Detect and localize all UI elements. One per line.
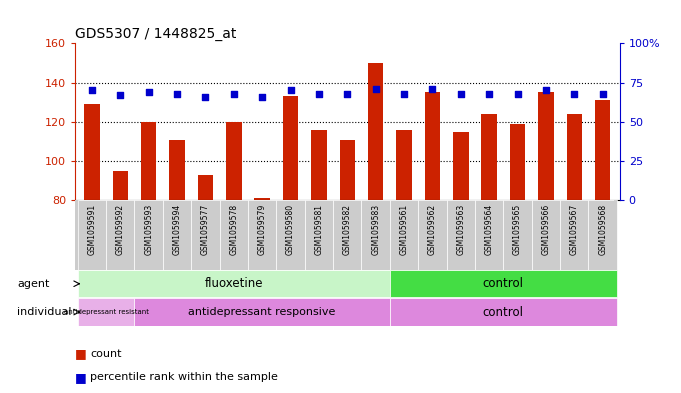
- Bar: [503, 200, 532, 270]
- Bar: [453, 132, 469, 200]
- Point: [257, 94, 268, 100]
- Bar: [141, 122, 157, 200]
- Bar: [390, 270, 617, 298]
- Bar: [163, 200, 191, 270]
- Text: control: control: [483, 277, 524, 290]
- Text: agent: agent: [17, 279, 50, 289]
- Text: GSM1059561: GSM1059561: [400, 204, 409, 255]
- Text: GSM1059578: GSM1059578: [229, 204, 238, 255]
- Bar: [106, 200, 134, 270]
- Bar: [283, 96, 298, 200]
- Point: [313, 90, 324, 97]
- Text: control: control: [483, 305, 524, 319]
- Bar: [447, 200, 475, 270]
- Bar: [84, 104, 99, 200]
- Bar: [134, 298, 390, 326]
- Bar: [567, 114, 582, 200]
- Bar: [78, 200, 106, 270]
- Point: [512, 90, 523, 97]
- Text: individual: individual: [17, 307, 72, 317]
- Text: antidepressant resistant: antidepressant resistant: [63, 309, 148, 315]
- Text: antidepressant responsive: antidepressant responsive: [189, 307, 336, 317]
- Point: [115, 92, 126, 98]
- Bar: [78, 270, 390, 298]
- Bar: [219, 200, 248, 270]
- Text: GSM1059579: GSM1059579: [257, 204, 267, 255]
- Text: GSM1059564: GSM1059564: [485, 204, 494, 255]
- Bar: [510, 124, 525, 200]
- Bar: [248, 200, 276, 270]
- Point: [398, 90, 409, 97]
- Point: [228, 90, 239, 97]
- Point: [200, 94, 211, 100]
- Text: ■: ■: [75, 347, 86, 360]
- Bar: [112, 171, 128, 200]
- Text: fluoxetine: fluoxetine: [204, 277, 263, 290]
- Bar: [276, 200, 304, 270]
- Text: GSM1059581: GSM1059581: [315, 204, 323, 255]
- Text: GSM1059577: GSM1059577: [201, 204, 210, 255]
- Text: GSM1059566: GSM1059566: [541, 204, 550, 255]
- Text: count: count: [90, 349, 121, 359]
- Point: [484, 90, 494, 97]
- Bar: [532, 200, 560, 270]
- Bar: [390, 200, 418, 270]
- Bar: [396, 130, 412, 200]
- Bar: [170, 140, 185, 200]
- Bar: [475, 200, 503, 270]
- Point: [143, 89, 154, 95]
- Text: GSM1059593: GSM1059593: [144, 204, 153, 255]
- Bar: [226, 122, 242, 200]
- Bar: [538, 92, 554, 200]
- Point: [285, 87, 296, 94]
- Bar: [390, 298, 617, 326]
- Bar: [255, 198, 270, 200]
- Text: GSM1059594: GSM1059594: [172, 204, 182, 255]
- Point: [597, 90, 608, 97]
- Bar: [425, 92, 440, 200]
- Bar: [481, 114, 497, 200]
- Point: [456, 90, 466, 97]
- Bar: [197, 175, 213, 200]
- Bar: [333, 200, 362, 270]
- Text: GSM1059583: GSM1059583: [371, 204, 380, 255]
- Bar: [304, 200, 333, 270]
- Text: GDS5307 / 1448825_at: GDS5307 / 1448825_at: [75, 27, 236, 41]
- Point: [172, 90, 183, 97]
- Point: [370, 86, 381, 92]
- Point: [541, 87, 552, 94]
- Text: GSM1059580: GSM1059580: [286, 204, 295, 255]
- Text: GSM1059568: GSM1059568: [598, 204, 607, 255]
- Bar: [134, 200, 163, 270]
- Point: [427, 86, 438, 92]
- Bar: [340, 140, 355, 200]
- Text: GSM1059567: GSM1059567: [570, 204, 579, 255]
- Text: GSM1059565: GSM1059565: [513, 204, 522, 255]
- Bar: [418, 200, 447, 270]
- Text: percentile rank within the sample: percentile rank within the sample: [90, 372, 278, 382]
- Point: [342, 90, 353, 97]
- Text: GSM1059562: GSM1059562: [428, 204, 437, 255]
- Bar: [368, 63, 383, 200]
- Text: ■: ■: [75, 371, 86, 384]
- Bar: [588, 200, 617, 270]
- Text: GSM1059591: GSM1059591: [87, 204, 97, 255]
- Text: GSM1059563: GSM1059563: [456, 204, 465, 255]
- Point: [569, 90, 580, 97]
- Text: GSM1059582: GSM1059582: [343, 204, 352, 255]
- Point: [86, 87, 97, 94]
- Text: GSM1059592: GSM1059592: [116, 204, 125, 255]
- Bar: [191, 200, 219, 270]
- Bar: [311, 130, 327, 200]
- Bar: [560, 200, 588, 270]
- Bar: [595, 100, 610, 200]
- Bar: [362, 200, 390, 270]
- Bar: [78, 298, 134, 326]
